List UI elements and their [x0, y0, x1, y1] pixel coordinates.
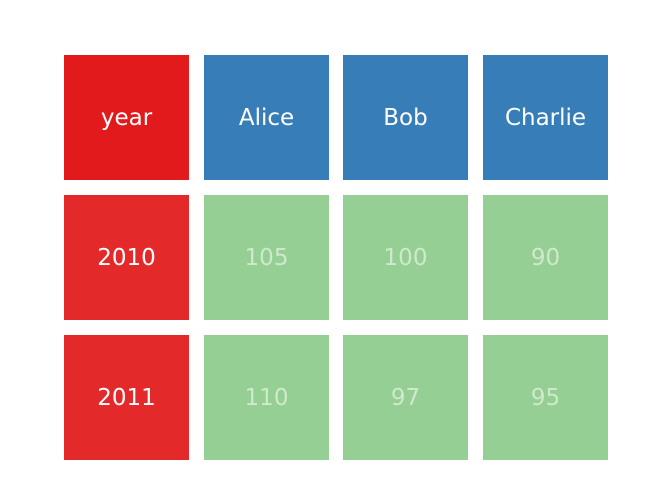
- data-cell: 100: [343, 195, 468, 320]
- data-cell: 90: [483, 195, 608, 320]
- data-cell: 95: [483, 335, 608, 460]
- header-cell: Bob: [343, 55, 468, 180]
- corner-cell: year: [64, 55, 189, 180]
- header-cell: Alice: [204, 55, 329, 180]
- data-cell: 105: [204, 195, 329, 320]
- row-header-cell: 2010: [64, 195, 189, 320]
- data-cell: 97: [343, 335, 468, 460]
- data-cell: 110: [204, 335, 329, 460]
- header-cell: Charlie: [483, 55, 608, 180]
- row-header-cell: 2011: [64, 335, 189, 460]
